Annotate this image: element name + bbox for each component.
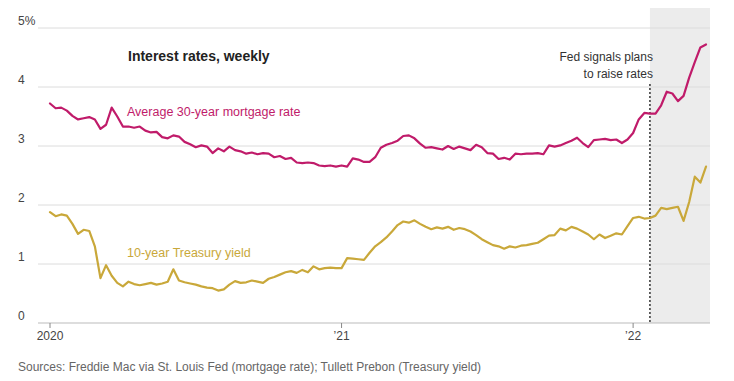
shaded-region — [650, 8, 710, 323]
x-tick — [341, 323, 342, 328]
page: {"chart_data": { "type": "line", "title"… — [0, 0, 734, 381]
x-tick — [50, 323, 51, 328]
y-tick-label: 3 — [18, 132, 25, 146]
y-tick-label: 1 — [18, 250, 25, 264]
series-label: Average 30-year mortgage rate — [127, 105, 301, 119]
grid-line — [38, 146, 710, 147]
chart: 0 1 2 3 4 5% 2020 ’21 ’22 Fed signals plans to rai… — [0, 0, 734, 381]
annotation-line — [649, 84, 651, 323]
grid-line — [38, 264, 710, 265]
grid-line — [38, 205, 710, 206]
x-tick-label: ’21 — [334, 329, 350, 343]
annotation-text: to raise rates — [584, 67, 653, 81]
source: Sources: Freddie Mac via St. Louis Fed (… — [18, 360, 481, 374]
x-tick-label: 2020 — [37, 329, 64, 343]
grid-line — [38, 87, 710, 88]
title: Interest rates, weekly — [128, 48, 270, 64]
series-line — [50, 45, 706, 167]
y-tick-label: 5% — [18, 14, 36, 28]
y-tick-label: 2 — [18, 191, 25, 205]
y-tick-label: 0 — [18, 309, 25, 323]
y-tick-label: 4 — [18, 73, 25, 87]
x-tick-label: ’22 — [625, 329, 641, 343]
annotation-text: Fed signals plans — [560, 50, 653, 64]
grid-line — [38, 323, 710, 324]
series-line — [50, 167, 706, 291]
x-tick — [633, 323, 634, 328]
plot-area — [50, 45, 706, 291]
grid-line — [38, 28, 710, 29]
series-label: 10-year Treasury yield — [127, 246, 251, 260]
